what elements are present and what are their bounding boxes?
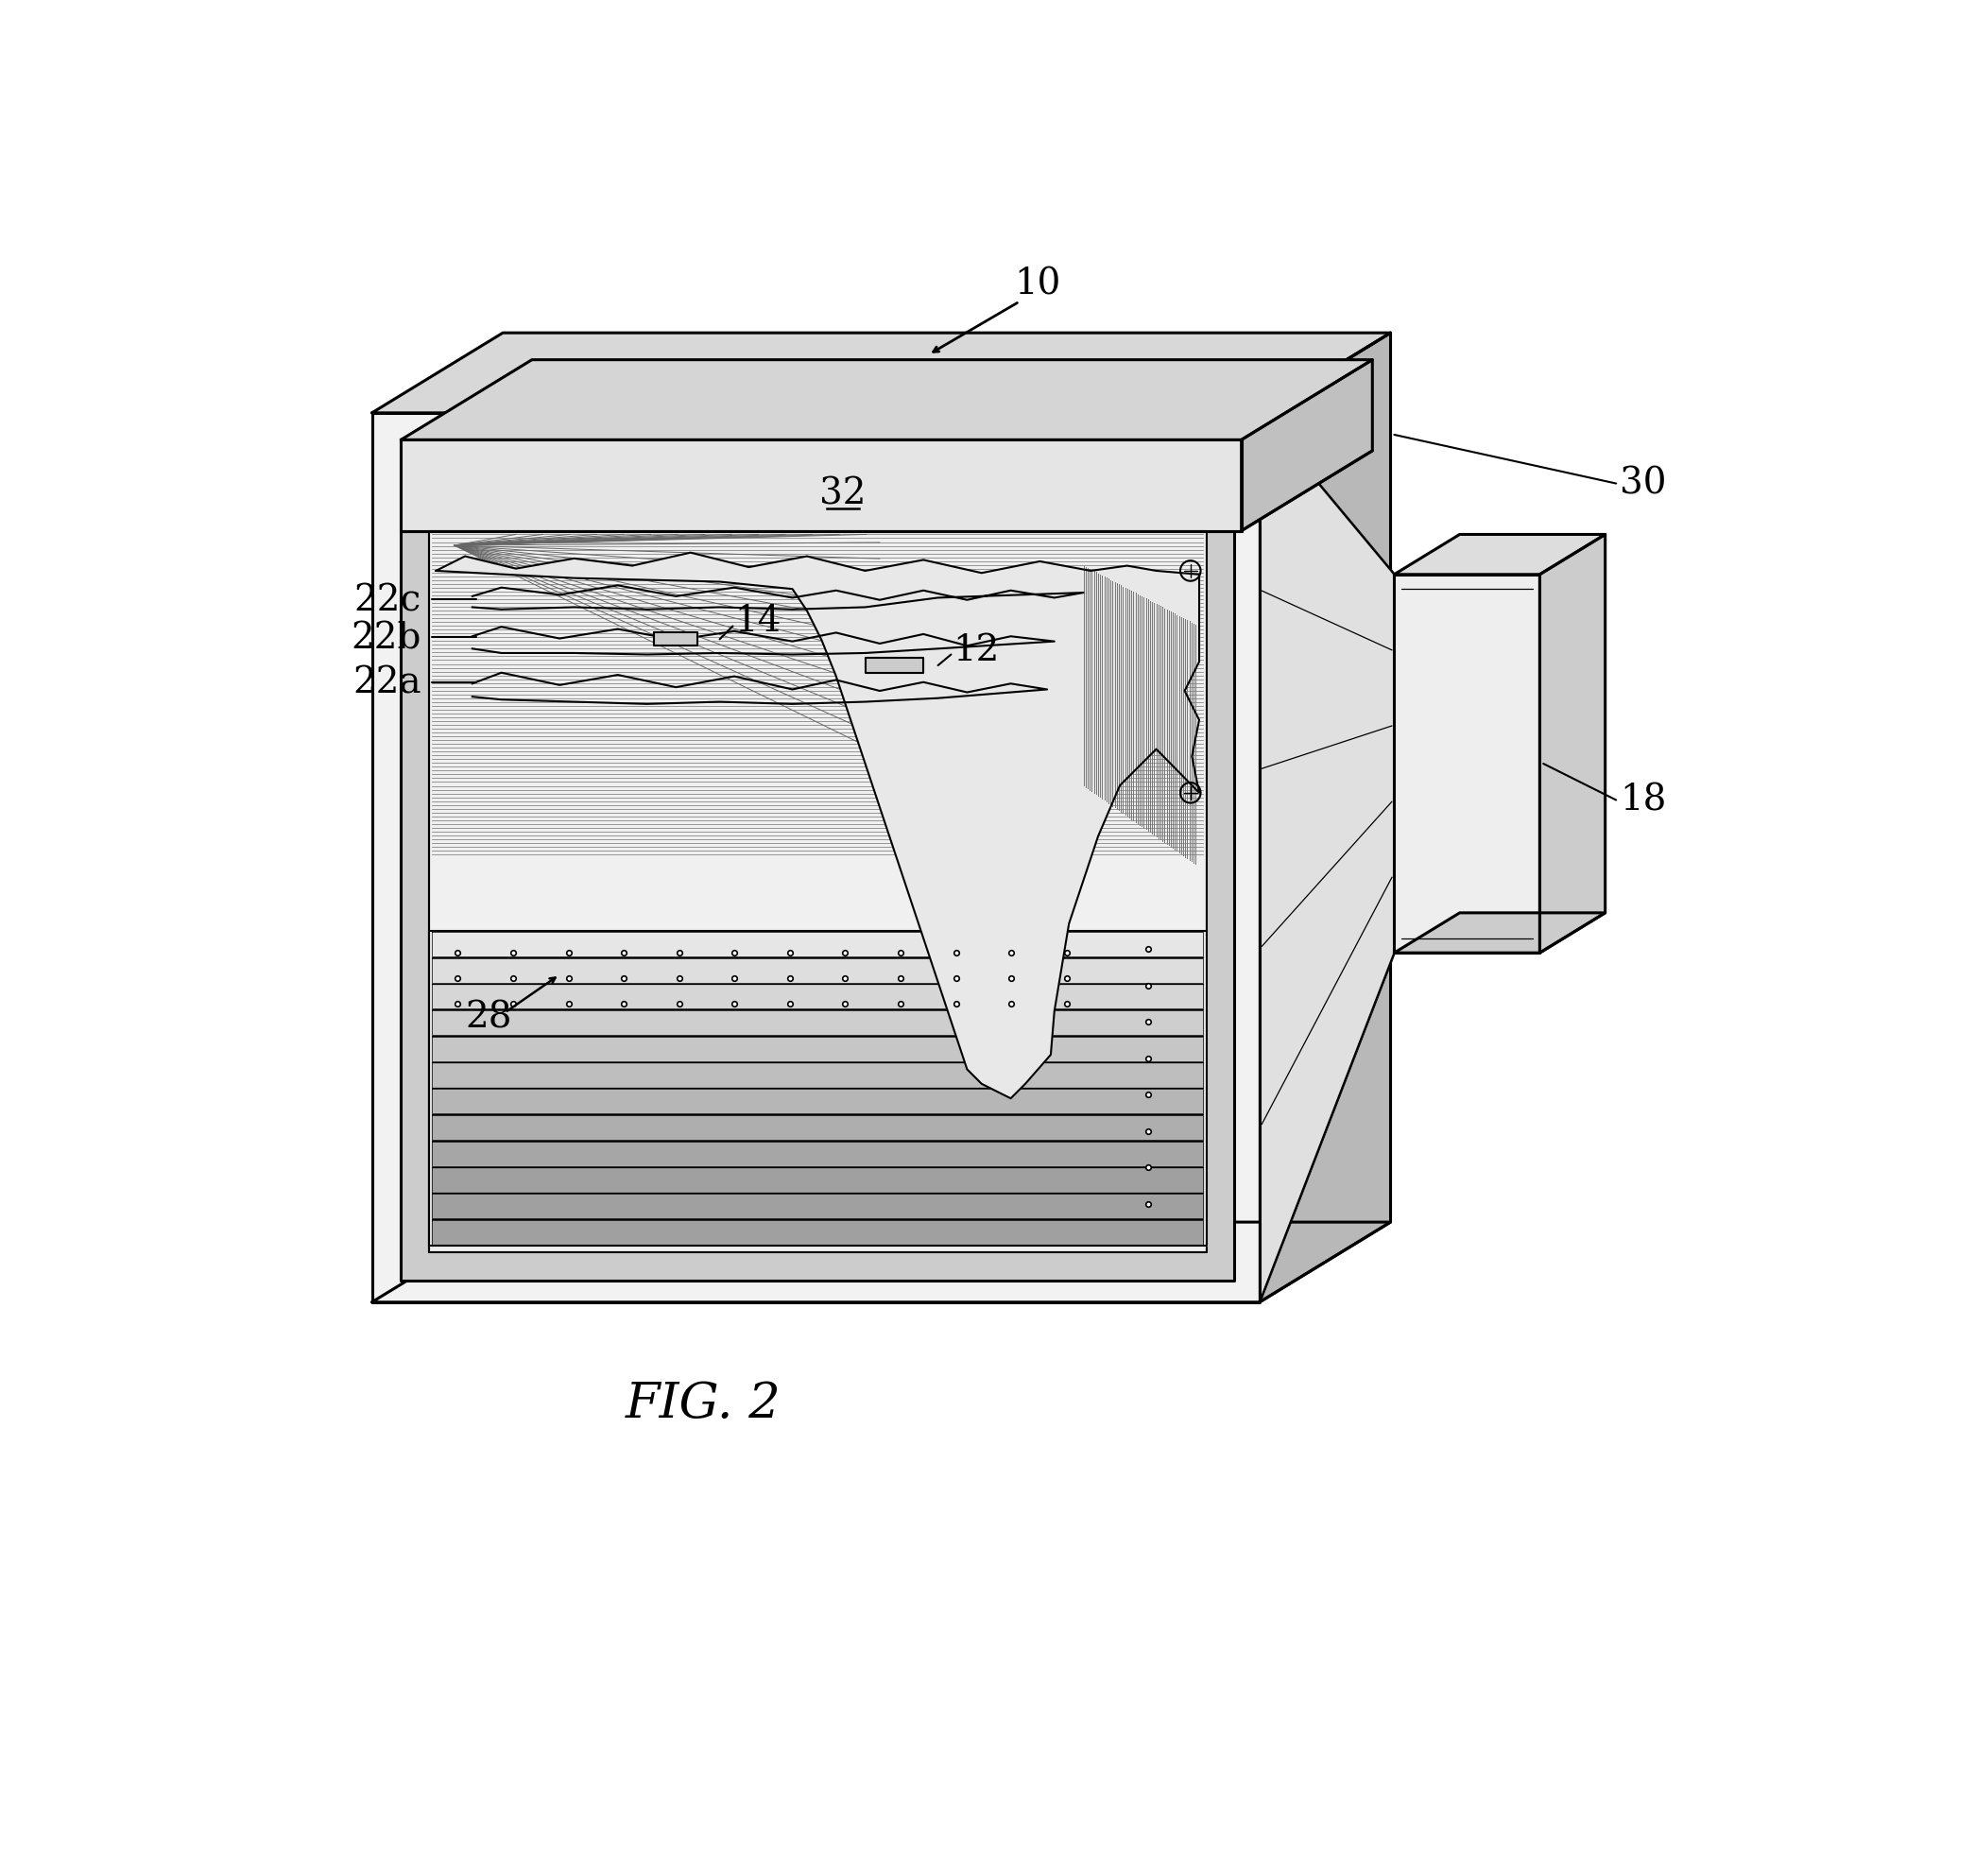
- Text: 18: 18: [1620, 782, 1667, 818]
- Polygon shape: [433, 1114, 1203, 1141]
- Polygon shape: [433, 1193, 1203, 1218]
- Polygon shape: [371, 1221, 1390, 1302]
- Polygon shape: [1394, 535, 1606, 574]
- Polygon shape: [865, 658, 924, 673]
- Polygon shape: [371, 413, 1260, 1302]
- Text: 30: 30: [1620, 465, 1667, 501]
- Polygon shape: [401, 439, 1234, 1279]
- Polygon shape: [429, 531, 1207, 1253]
- Text: 22b: 22b: [352, 621, 421, 657]
- Polygon shape: [1242, 360, 1373, 531]
- Text: 22a: 22a: [354, 666, 421, 702]
- Polygon shape: [433, 1167, 1203, 1193]
- Polygon shape: [401, 360, 1373, 439]
- Polygon shape: [1260, 332, 1390, 1302]
- Polygon shape: [433, 932, 1203, 957]
- Polygon shape: [433, 1219, 1203, 1244]
- Polygon shape: [433, 1062, 1203, 1088]
- Text: 28: 28: [464, 1002, 512, 1036]
- Text: 32: 32: [820, 477, 865, 512]
- Text: 12: 12: [952, 634, 999, 668]
- Text: 14: 14: [735, 604, 780, 638]
- Polygon shape: [401, 439, 1242, 531]
- Polygon shape: [1540, 535, 1606, 953]
- Polygon shape: [433, 959, 1203, 983]
- Text: 10: 10: [1015, 266, 1061, 302]
- Polygon shape: [654, 632, 697, 645]
- Text: FIG. 2: FIG. 2: [626, 1381, 780, 1428]
- Polygon shape: [429, 467, 1207, 1253]
- Polygon shape: [433, 985, 1203, 1009]
- Text: 22c: 22c: [354, 583, 421, 617]
- Polygon shape: [433, 1011, 1203, 1036]
- Polygon shape: [433, 1088, 1203, 1114]
- Polygon shape: [429, 930, 1207, 1246]
- Polygon shape: [1394, 574, 1540, 953]
- Polygon shape: [433, 1141, 1203, 1167]
- Polygon shape: [371, 332, 1390, 413]
- Polygon shape: [1260, 413, 1394, 1302]
- Polygon shape: [436, 553, 1199, 1097]
- Polygon shape: [433, 1037, 1203, 1062]
- Polygon shape: [1394, 914, 1606, 953]
